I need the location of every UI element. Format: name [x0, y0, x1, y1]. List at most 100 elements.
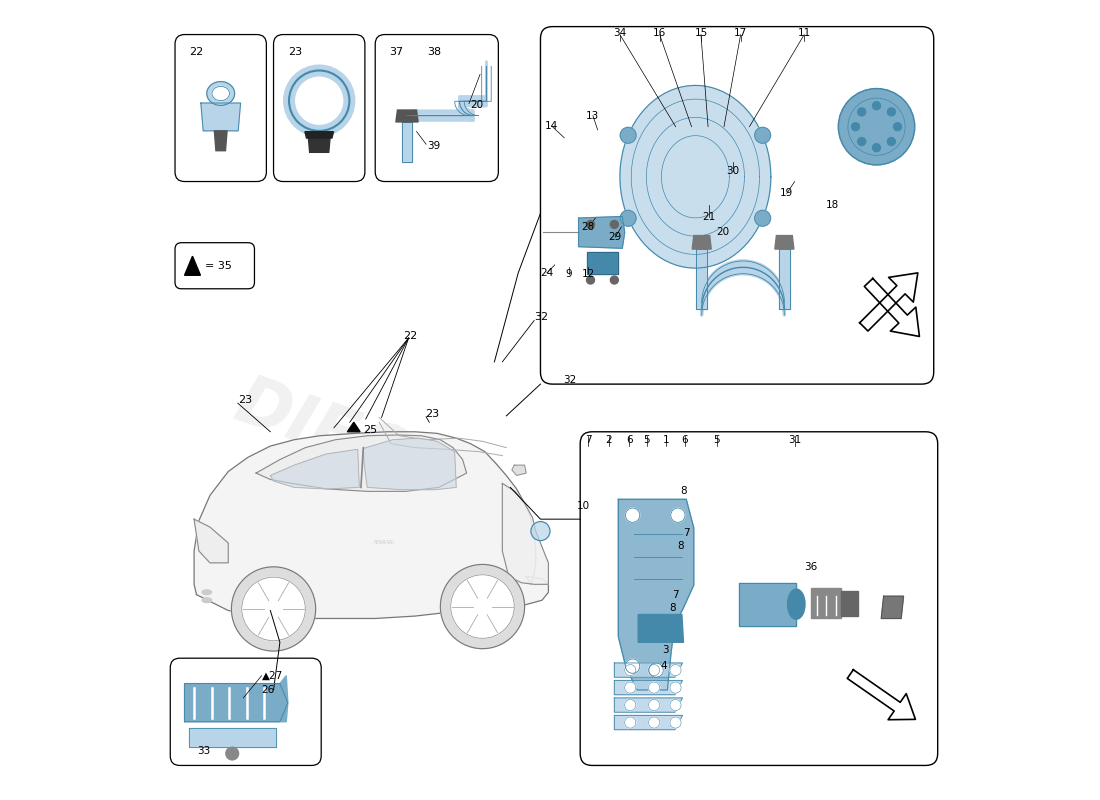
Circle shape: [586, 276, 594, 284]
Text: 30: 30: [726, 166, 739, 176]
Circle shape: [670, 682, 681, 693]
Polygon shape: [185, 676, 288, 722]
Text: 39: 39: [427, 141, 440, 150]
Polygon shape: [194, 432, 549, 618]
Polygon shape: [615, 698, 682, 712]
Polygon shape: [615, 663, 682, 678]
Circle shape: [626, 508, 640, 522]
Text: 20: 20: [716, 226, 729, 237]
Ellipse shape: [788, 589, 805, 619]
Text: 11: 11: [798, 28, 811, 38]
Polygon shape: [638, 614, 683, 642]
Circle shape: [838, 89, 915, 165]
Text: 10: 10: [576, 502, 590, 511]
Polygon shape: [396, 110, 418, 122]
Circle shape: [872, 102, 880, 110]
Polygon shape: [348, 422, 360, 432]
Text: FERRARI: FERRARI: [374, 541, 395, 546]
Text: 19: 19: [780, 189, 793, 198]
Text: 12: 12: [582, 270, 595, 279]
Polygon shape: [271, 450, 360, 489]
Circle shape: [626, 659, 640, 674]
Ellipse shape: [207, 82, 234, 106]
Text: 21: 21: [702, 212, 715, 222]
Text: 38: 38: [427, 47, 441, 57]
Circle shape: [625, 682, 636, 693]
Text: DIECAR: DIECAR: [226, 370, 509, 526]
Polygon shape: [881, 596, 903, 618]
Text: 31: 31: [788, 434, 801, 445]
Circle shape: [670, 699, 681, 710]
Circle shape: [893, 122, 902, 130]
Circle shape: [858, 138, 866, 146]
Text: 1: 1: [662, 434, 669, 445]
Text: 14: 14: [544, 121, 558, 131]
Text: 7: 7: [683, 529, 690, 538]
Polygon shape: [586, 252, 618, 274]
Circle shape: [851, 122, 859, 130]
Polygon shape: [214, 131, 227, 150]
Polygon shape: [308, 135, 330, 152]
Polygon shape: [512, 465, 526, 475]
Polygon shape: [579, 217, 625, 248]
Polygon shape: [811, 588, 840, 618]
Text: 7: 7: [585, 434, 592, 445]
Text: 29: 29: [608, 232, 622, 242]
Polygon shape: [865, 278, 920, 337]
Text: 22: 22: [189, 47, 204, 57]
Text: 23: 23: [288, 47, 302, 57]
Text: 16: 16: [653, 28, 667, 38]
Polygon shape: [840, 590, 858, 616]
Circle shape: [888, 108, 895, 116]
Circle shape: [226, 747, 239, 760]
Text: ▲27: ▲27: [262, 670, 283, 681]
Circle shape: [649, 665, 660, 676]
Circle shape: [231, 567, 316, 651]
Text: 15: 15: [694, 28, 707, 38]
Text: 17: 17: [734, 28, 747, 38]
Polygon shape: [779, 249, 790, 309]
Text: 32: 32: [563, 375, 576, 385]
Polygon shape: [503, 483, 549, 584]
Circle shape: [620, 127, 636, 143]
Circle shape: [620, 210, 636, 226]
Circle shape: [440, 565, 525, 649]
Text: 5: 5: [644, 434, 650, 445]
Polygon shape: [618, 499, 694, 690]
Polygon shape: [363, 438, 456, 490]
Polygon shape: [201, 103, 241, 131]
Circle shape: [625, 699, 636, 710]
Polygon shape: [188, 728, 276, 747]
Text: = 35: = 35: [206, 261, 232, 270]
Circle shape: [649, 663, 663, 678]
Text: 13: 13: [586, 110, 600, 121]
Text: 20: 20: [471, 100, 484, 110]
Text: 36: 36: [804, 562, 817, 572]
Text: 6: 6: [682, 434, 689, 445]
Circle shape: [625, 665, 636, 676]
Polygon shape: [696, 249, 707, 309]
Circle shape: [649, 717, 660, 728]
Circle shape: [872, 144, 880, 152]
Text: 2: 2: [605, 434, 612, 445]
Text: 8: 8: [669, 603, 675, 613]
Text: 37: 37: [389, 47, 404, 57]
Text: 4: 4: [660, 661, 667, 671]
Text: 7: 7: [672, 590, 679, 600]
Polygon shape: [615, 681, 682, 694]
Circle shape: [755, 127, 771, 143]
Polygon shape: [692, 235, 712, 249]
Polygon shape: [847, 670, 915, 720]
Text: 18: 18: [825, 200, 838, 210]
Circle shape: [531, 522, 550, 541]
Text: 9: 9: [565, 270, 572, 279]
Text: 3: 3: [662, 646, 669, 655]
Polygon shape: [615, 715, 682, 730]
Polygon shape: [774, 235, 794, 249]
Text: 24: 24: [540, 268, 553, 278]
Polygon shape: [305, 132, 333, 138]
Text: a passion for parts since 1985: a passion for parts since 1985: [256, 489, 478, 582]
Circle shape: [297, 78, 341, 123]
Polygon shape: [739, 582, 796, 626]
Polygon shape: [185, 256, 200, 275]
